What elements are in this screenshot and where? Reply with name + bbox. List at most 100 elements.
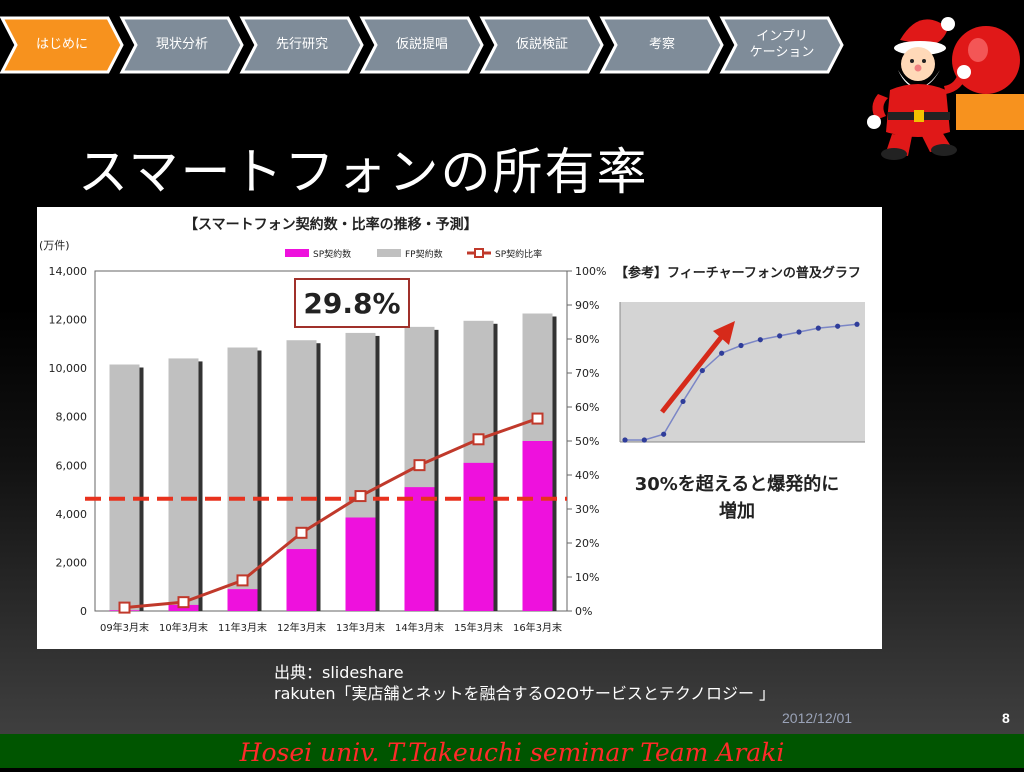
y-tick-label: 10,000 [49, 362, 88, 375]
sp-bar [404, 487, 435, 611]
x-tick-label: 10年3月末 [159, 621, 208, 634]
source-citation: 出典：slideshare rakuten「実店舗とネットを融合するO2Oサービ… [274, 662, 775, 704]
inset-point [661, 431, 667, 437]
source-line-2: rakuten「実店舗とネットを融合するO2Oサービスとテクノロジー 」 [274, 684, 776, 703]
y2-tick-label: 60% [575, 401, 599, 414]
x-tick-labels: 09年3月末 10年3月末 11年3月末 12年3月末 13年3月末 14年3月末 15年3… [100, 621, 562, 634]
page-number: 8 [1002, 710, 1010, 726]
x-tick-label: 11年3月末 [218, 621, 267, 634]
nav-step-chevron-6[interactable] [599, 16, 724, 74]
x-tick-label: 14年3月末 [395, 621, 444, 634]
sp-ratio-line [118, 412, 544, 614]
y2-tick-label: 90% [575, 299, 599, 312]
ratio-point [472, 433, 485, 446]
inset-point [854, 321, 860, 327]
inset-point [699, 367, 705, 374]
ratio-point [236, 574, 249, 587]
legend-label: FP契約数 [405, 248, 443, 260]
ratio-point [295, 526, 308, 539]
y-unit-label: (万件) [39, 239, 70, 252]
legend-swatch [285, 249, 309, 257]
progress-nav: はじめに 現状分析 先行研究 仮説提唱 仮説検証 考察 インプリ ケーション [0, 14, 870, 76]
slide-date: 2012/12/01 [782, 710, 853, 726]
y2-tick-label: 20% [575, 537, 599, 550]
y2-tick-label: 0% [575, 605, 592, 618]
smartphone-contract-chart: 【スマートフォン契約数・比率の推移・予測】 (万件) SP契約数 FP契約数 SP契… [39, 216, 865, 634]
legend-label: SP契約比率 [495, 248, 542, 260]
inset-point [815, 325, 821, 331]
inset-point [796, 329, 802, 335]
sp-bars [109, 441, 553, 611]
chart-title: 【スマートフォン契約数・比率の推移・予測】 [184, 216, 478, 233]
callout-value: 29.8% [303, 287, 400, 320]
inset-annotation-line2: 増加 [719, 500, 755, 522]
santa-illustration [867, 17, 1024, 160]
fp-bar [109, 364, 140, 611]
ratio-point [118, 601, 131, 614]
nav-step-label-6[interactable]: 考察 [648, 37, 675, 52]
nav-step-label-1[interactable]: はじめに [35, 37, 88, 52]
y2-tick-label: 10% [575, 571, 599, 584]
y-tick-label: 8,000 [56, 411, 88, 424]
inset-title: 【参考】フィーチャーフォンの普及グラフ [615, 265, 861, 281]
inset-point [622, 437, 628, 443]
x-tick-label: 12年3月末 [277, 621, 326, 634]
source-line-1: 出典：slideshare [274, 663, 404, 682]
inset-point [719, 350, 725, 356]
x-tick-label: 15年3月末 [454, 621, 503, 634]
y2-tick-label: 70% [575, 367, 599, 380]
ratio-point [177, 596, 190, 609]
nav-step-label-3[interactable]: 先行研究 [275, 37, 328, 52]
chart-panel: 【スマートフォン契約数・比率の推移・予測】 (万件) SP契約数 FP契約数 SP契… [37, 207, 882, 649]
inset-point [835, 323, 841, 329]
inset-point [641, 437, 647, 443]
fp-bar [168, 358, 199, 611]
y-tick-labels: 0 2,000 4,000 6,000 8,000 10,000 12,000 14,000 [49, 265, 88, 618]
sp-bar [345, 517, 376, 611]
y2-tick-label: 100% [575, 265, 606, 278]
nav-step-chevron-3[interactable] [239, 16, 364, 74]
legend-label: SP契約数 [313, 248, 351, 260]
nav-step-label-2[interactable]: 現状分析 [155, 37, 208, 52]
nav-step-chevron-4[interactable] [359, 16, 484, 74]
sp-bar [463, 462, 494, 611]
sp-bar [522, 441, 553, 611]
legend-swatch [377, 249, 401, 257]
ratio-point [413, 459, 426, 472]
y2-tick-labels: 0% 10% 20% 30% 40% 50% 60% 70% 80% 90% 100% [567, 265, 606, 618]
slide-title: スマートフォンの所有率 [78, 143, 649, 201]
y-tick-label: 14,000 [49, 265, 88, 278]
nav-step-chevron-1[interactable] [0, 16, 124, 74]
inset-point [777, 333, 783, 339]
nav-step-label-7[interactable]: インプリ ケーション [749, 29, 815, 60]
legend-marker [474, 248, 484, 258]
x-tick-label: 13年3月末 [336, 621, 385, 634]
y2-tick-label: 80% [575, 333, 599, 346]
inset-annotation-line1: 30%を超えると爆発的に [635, 473, 840, 495]
inset-point [757, 337, 763, 343]
nav-step-label-5[interactable]: 仮説検証 [515, 37, 568, 52]
inset-point [738, 342, 744, 349]
ratio-point [354, 490, 367, 503]
chart-legend: SP契約数 FP契約数 SP契約比率 [285, 248, 542, 260]
ratio-polyline [124, 417, 538, 610]
y2-tick-label: 40% [575, 469, 599, 482]
sp-bar [227, 589, 258, 611]
y-tick-label: 0 [80, 605, 87, 618]
y-tick-label: 6,000 [56, 459, 88, 472]
nav-step-chevron-7[interactable] [719, 16, 844, 74]
y2-tick-label: 30% [575, 503, 599, 516]
y-tick-label: 12,000 [49, 314, 88, 327]
nav-step-chevron-2[interactable] [119, 16, 244, 74]
fp-bar [227, 347, 258, 611]
y-tick-label: 2,000 [56, 556, 88, 569]
y2-tick-label: 50% [575, 435, 599, 448]
ratio-point [531, 412, 544, 425]
footer-banner: Hosei univ. T.Takeuchi seminar Team Arak… [0, 734, 1024, 768]
inset-growth-arrow-head [713, 321, 735, 345]
sp-bar [286, 549, 317, 611]
inset-growth-arrow [660, 333, 725, 414]
nav-step-chevron-5[interactable] [479, 16, 604, 74]
nav-step-label-4[interactable]: 仮説提唱 [395, 37, 448, 52]
inset-adoption-line [622, 321, 860, 443]
